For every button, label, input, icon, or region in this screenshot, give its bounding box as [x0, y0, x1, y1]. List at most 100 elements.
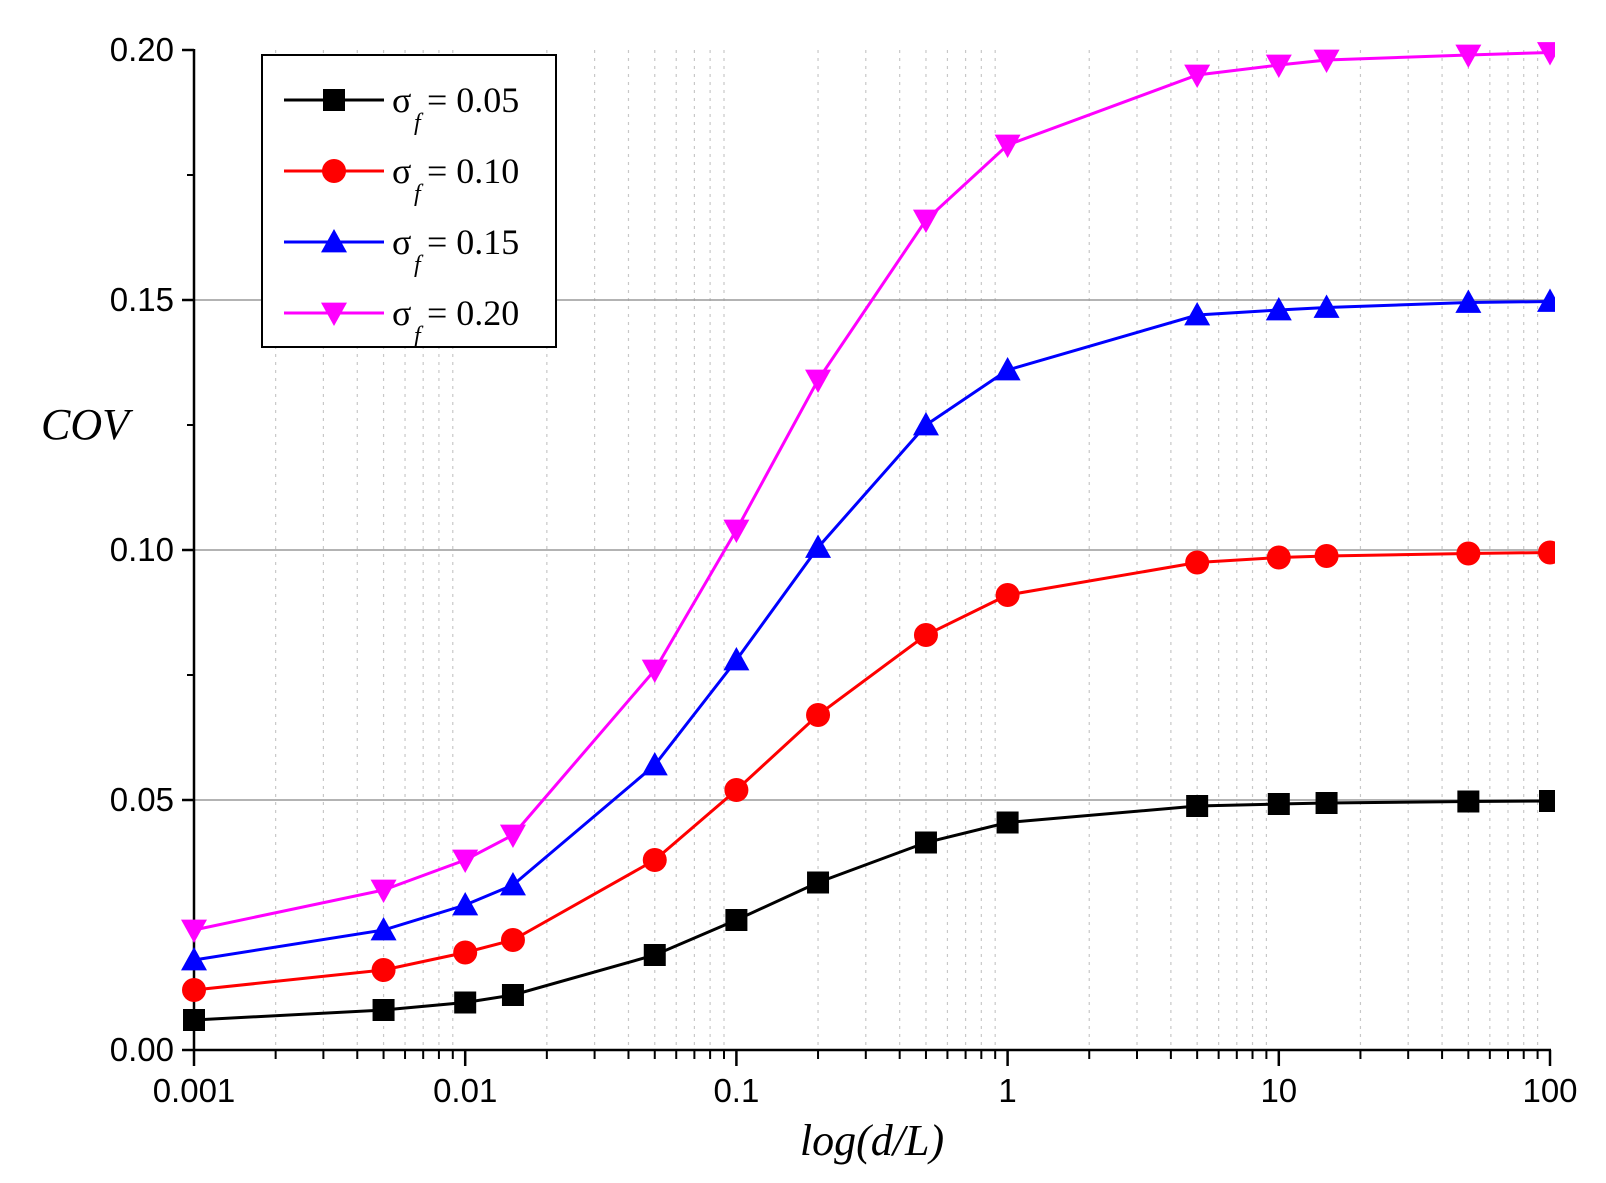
data-point-circle: [371, 958, 396, 982]
y-tick-label: 0.10: [110, 531, 174, 568]
data-point-circle: [724, 778, 749, 802]
legend-value: = 0.15: [427, 222, 519, 262]
data-point-circle: [1538, 540, 1555, 565]
legend-subscript: f: [414, 181, 424, 207]
data-point-square: [1186, 795, 1209, 817]
legend-subscript: f: [414, 252, 424, 278]
data-point-square: [1267, 793, 1290, 815]
legend-symbol: σ: [392, 293, 411, 333]
data-point-circle: [1266, 545, 1291, 570]
x-tick-label: 0.001: [153, 1072, 236, 1109]
data-point-square: [807, 871, 830, 894]
legend-entry: σf= 0.20: [284, 293, 519, 349]
data-point-triangle-down: [1184, 64, 1211, 88]
data-point-triangle-up: [321, 229, 347, 253]
data-point-square: [725, 909, 748, 931]
legend-entry: σf= 0.15: [284, 222, 519, 278]
data-point-triangle-up: [452, 892, 479, 916]
data-point-circle: [1456, 541, 1481, 566]
x-tick-label: 0.1: [713, 1072, 759, 1109]
legend-symbol: σ: [392, 151, 411, 191]
data-point-triangle-down: [370, 879, 397, 903]
data-point-circle: [1185, 550, 1210, 575]
data-point-circle: [1314, 544, 1339, 568]
data-point-circle: [500, 928, 525, 952]
data-point-triangle-up: [912, 412, 939, 436]
legend-value: = 0.20: [427, 293, 519, 333]
series-1: [182, 540, 1555, 1002]
y-tick-label: 0.20: [110, 31, 174, 68]
data-point-triangle-down: [1455, 44, 1482, 68]
data-point-triangle-up: [1265, 297, 1292, 321]
legend-entry: σf= 0.05: [284, 80, 519, 136]
data-point-triangle-down: [723, 519, 750, 543]
x-axis-title: log(d/L): [800, 1116, 944, 1165]
data-point-square: [323, 89, 345, 111]
data-point-triangle-down: [1537, 42, 1555, 66]
data-point-triangle-up: [1184, 302, 1211, 326]
data-point-triangle-up: [723, 647, 750, 671]
data-point-triangle-up: [994, 357, 1021, 381]
data-point-triangle-down: [1313, 49, 1340, 73]
data-point-triangle-up: [1313, 294, 1340, 318]
data-point-circle: [322, 159, 346, 183]
data-point-triangle-up: [1455, 289, 1482, 313]
data-point-square: [454, 991, 477, 1014]
data-point-triangle-down: [181, 919, 207, 943]
data-point-triangle-up: [181, 947, 207, 971]
data-point-square: [1457, 790, 1480, 813]
data-point-triangle-down: [321, 302, 347, 326]
data-point-triangle-down: [452, 849, 479, 873]
data-point-square: [643, 944, 666, 966]
y-tick-label: 0.05: [110, 781, 174, 818]
data-point-square: [183, 1009, 205, 1031]
data-point-circle: [182, 978, 206, 1002]
data-point-triangle-up: [499, 872, 526, 896]
data-point-triangle-up: [1537, 288, 1555, 312]
x-tick-label: 1: [998, 1072, 1016, 1109]
data-point-square: [1539, 790, 1555, 812]
data-point-triangle-down: [1265, 54, 1292, 78]
y-axis-title: COV: [41, 400, 134, 449]
data-point-triangle-up: [370, 917, 397, 941]
data-point-circle: [453, 940, 478, 965]
legend-entry: σf= 0.10: [284, 151, 519, 207]
series-line: [193, 300, 1551, 962]
series-0: [183, 790, 1555, 1031]
data-point-square: [914, 831, 937, 854]
data-point-square: [372, 999, 395, 1021]
legend-symbol: σ: [392, 222, 411, 262]
data-point-square: [1315, 792, 1338, 814]
data-point-triangle-down: [499, 824, 526, 848]
data-point-circle: [995, 583, 1020, 607]
legend-box: [261, 54, 557, 348]
x-tick-label: 10: [1260, 1072, 1297, 1109]
data-point-triangle-down: [994, 134, 1021, 158]
legend-symbol: σ: [392, 80, 411, 120]
series-layer: [181, 42, 1555, 1031]
data-point-triangle-down: [912, 209, 939, 233]
series-3: [181, 42, 1555, 943]
series-2: [181, 288, 1555, 971]
legend-subscript: f: [414, 110, 424, 136]
data-point-triangle-up: [641, 752, 668, 776]
data-point-circle: [642, 848, 667, 872]
x-tick-label: 0.01: [433, 1072, 497, 1109]
y-tick-label: 0.15: [110, 281, 174, 318]
data-point-triangle-down: [805, 369, 832, 393]
data-point-square: [501, 984, 524, 1006]
data-point-triangle-down: [641, 659, 668, 683]
axes: 0.00 0.05 0.10 0.15 0.20 0.001 0.01 0.1 1 10 100: [110, 31, 1578, 1109]
data-point-circle: [806, 703, 831, 727]
legend-subscript: f: [414, 323, 424, 349]
data-point-circle: [913, 623, 938, 647]
y-tick-label: 0.00: [110, 1031, 174, 1068]
legend-value: = 0.10: [427, 151, 519, 191]
data-point-triangle-up: [805, 534, 832, 558]
legend-value: = 0.05: [427, 80, 519, 120]
x-tick-label: 100: [1522, 1072, 1577, 1109]
data-point-square: [996, 811, 1019, 834]
